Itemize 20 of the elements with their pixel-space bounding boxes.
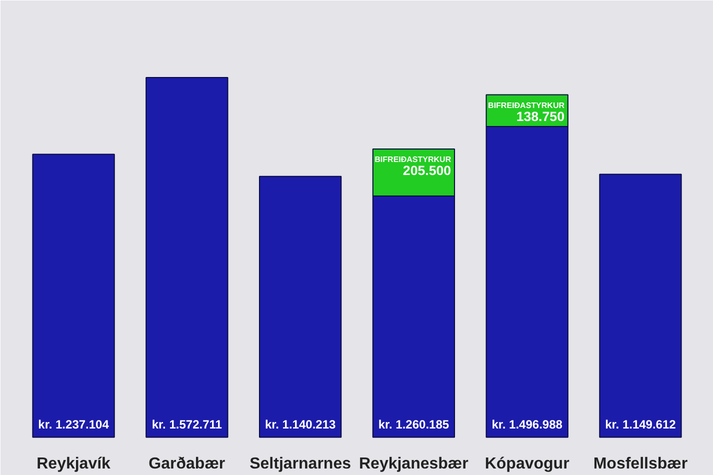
x-tick-label: Mosfellsbær <box>593 456 688 472</box>
total-label: kr. 1.237.104 <box>38 417 110 432</box>
data-label: 138.750 <box>516 108 565 124</box>
bar <box>258 176 342 438</box>
series-label: BIFREIÐASTYRKUR <box>374 154 452 164</box>
bar <box>146 76 228 438</box>
data-label: 205.500 <box>402 162 452 178</box>
x-tick-label: Garðabær <box>148 456 226 472</box>
total-label: kr. 1.572.711 <box>152 417 222 432</box>
total-label: kr. 1.260.185 <box>378 417 450 432</box>
total-label: kr. 1.149.612 <box>605 417 676 432</box>
total-label: kr. 1.496.988 <box>492 417 563 432</box>
x-tick-label: Kópavogur <box>484 456 570 472</box>
x-tick-label: Reykjavík <box>36 456 111 472</box>
bar <box>599 174 682 438</box>
total-label: kr. 1.140.213 <box>264 417 336 432</box>
x-tick-label: Seltjarnarnes <box>250 456 352 472</box>
x-tick-label: Reykjanesbær <box>359 456 468 472</box>
bar <box>32 154 115 438</box>
text: BIFREIÐASTYRKUR <box>488 100 565 110</box>
